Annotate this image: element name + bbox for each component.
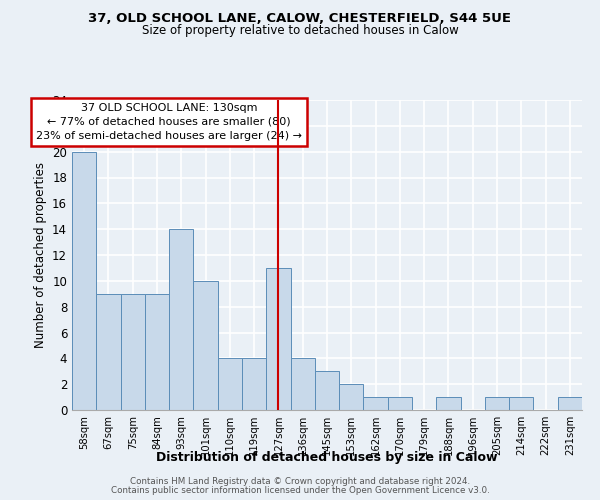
Bar xyxy=(242,358,266,410)
Bar xyxy=(339,384,364,410)
Bar xyxy=(558,397,582,410)
Bar xyxy=(145,294,169,410)
Bar xyxy=(509,397,533,410)
Bar xyxy=(388,397,412,410)
Bar xyxy=(72,152,96,410)
Bar xyxy=(266,268,290,410)
Text: Contains public sector information licensed under the Open Government Licence v3: Contains public sector information licen… xyxy=(110,486,490,495)
Text: 37 OLD SCHOOL LANE: 130sqm
← 77% of detached houses are smaller (80)
23% of semi: 37 OLD SCHOOL LANE: 130sqm ← 77% of deta… xyxy=(36,102,302,142)
Bar xyxy=(193,281,218,410)
Bar xyxy=(218,358,242,410)
Y-axis label: Number of detached properties: Number of detached properties xyxy=(34,162,47,348)
Text: 37, OLD SCHOOL LANE, CALOW, CHESTERFIELD, S44 5UE: 37, OLD SCHOOL LANE, CALOW, CHESTERFIELD… xyxy=(89,12,511,26)
Bar xyxy=(315,371,339,410)
Text: Size of property relative to detached houses in Calow: Size of property relative to detached ho… xyxy=(142,24,458,37)
Bar xyxy=(121,294,145,410)
Bar xyxy=(364,397,388,410)
Bar xyxy=(96,294,121,410)
Bar xyxy=(290,358,315,410)
Bar xyxy=(436,397,461,410)
Text: Distribution of detached houses by size in Calow: Distribution of detached houses by size … xyxy=(156,451,498,464)
Text: Contains HM Land Registry data © Crown copyright and database right 2024.: Contains HM Land Registry data © Crown c… xyxy=(130,477,470,486)
Bar xyxy=(169,229,193,410)
Bar xyxy=(485,397,509,410)
